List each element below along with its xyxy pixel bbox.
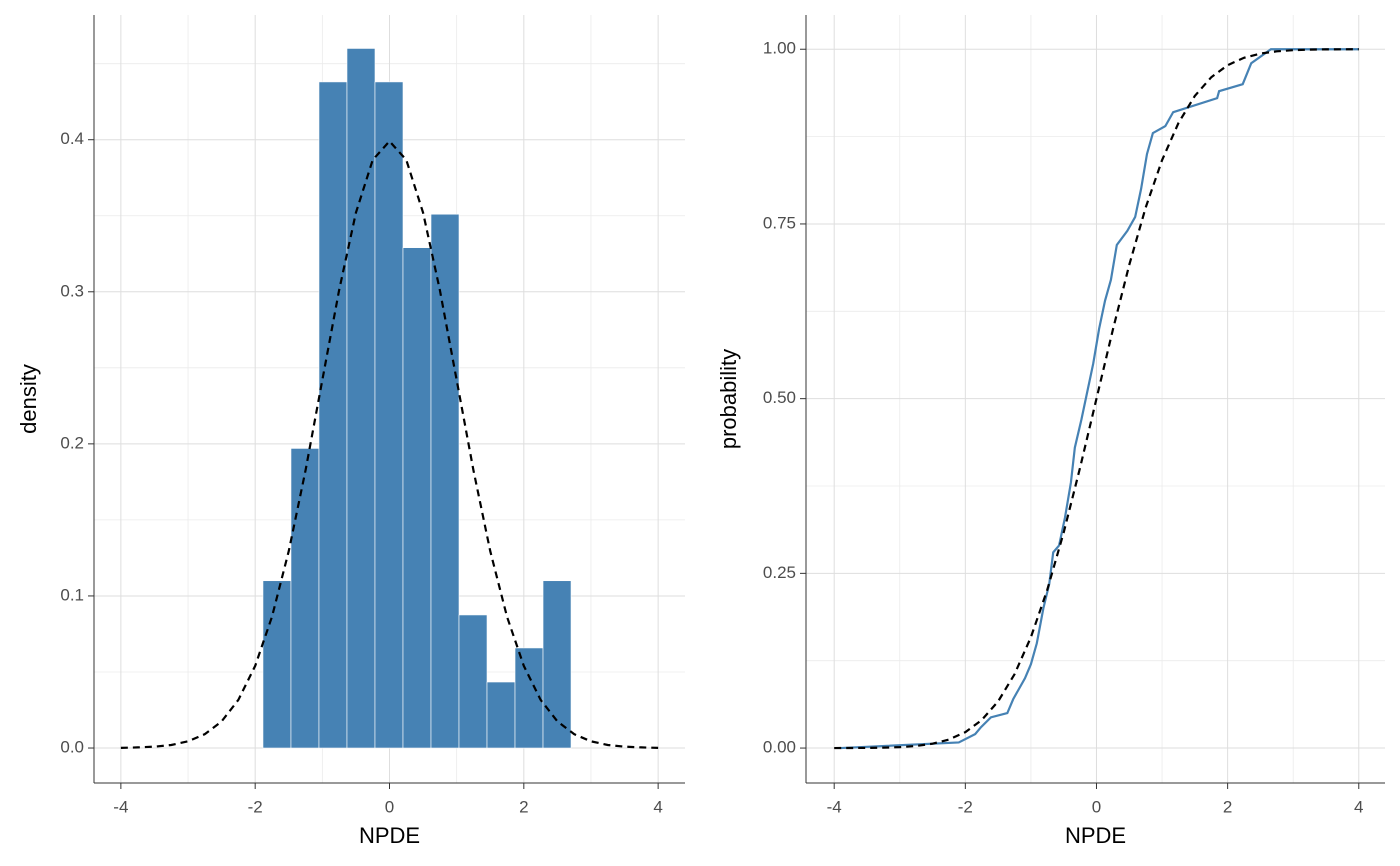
bar [262,580,292,749]
bar [486,681,516,749]
bar [458,614,488,749]
y-tick-label: 0.0 [60,738,84,757]
x-tick-label: -4 [113,797,128,816]
bar [402,247,432,749]
y-tick-label: 0.25 [763,563,796,582]
y-tick-label: 0.4 [60,129,84,148]
x-tick-label: -4 [827,797,842,816]
x-tick-label: -2 [248,797,263,816]
y-tick-label: 0.00 [763,738,796,757]
line [834,48,1359,750]
y-axis-title: density [16,364,41,434]
y-tick-label: 0.2 [60,433,84,452]
bar [290,448,320,749]
x-tick-label: 4 [653,797,662,816]
bar [430,213,460,749]
y-tick-label: 0.1 [60,585,84,604]
bar [514,647,544,749]
x-tick-label: -2 [958,797,973,816]
x-tick-label: 2 [1223,797,1232,816]
x-axis-title: NPDE [1065,823,1126,848]
x-tick-label: 0 [1092,797,1101,816]
y-tick-label: 0.50 [763,388,796,407]
bar [318,81,348,749]
x-tick-label: 4 [1354,797,1363,816]
bar [346,48,376,749]
y-tick-label: 1.00 [763,39,796,58]
line [840,48,1359,750]
x-tick-label: 2 [519,797,528,816]
y-axis-title: probability [716,349,741,449]
y-tick-label: 0.75 [763,213,796,232]
bar [542,580,572,749]
bar [374,81,404,749]
y-tick-label: 0.3 [60,281,84,300]
x-axis-title: NPDE [359,823,420,848]
x-tick-label: 0 [385,797,394,816]
